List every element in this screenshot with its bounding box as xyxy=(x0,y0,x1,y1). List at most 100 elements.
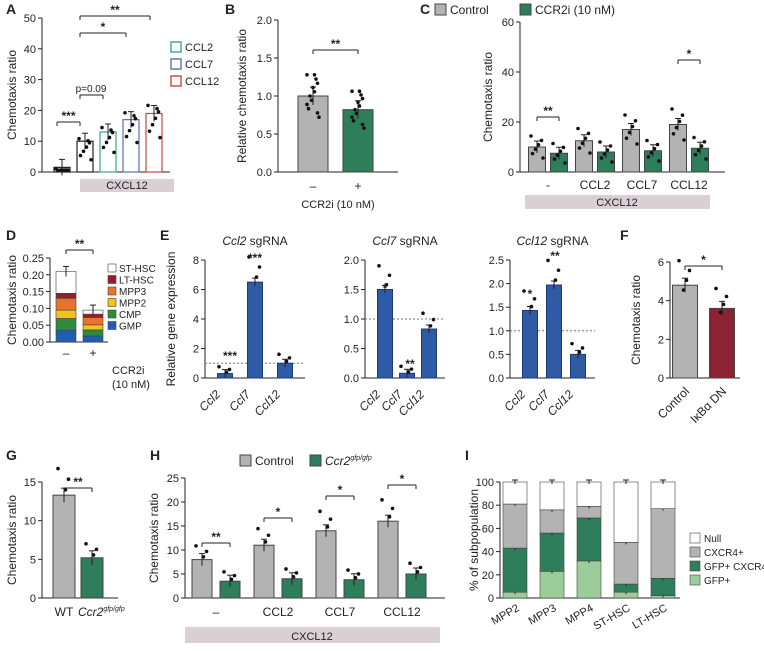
legend-swatch-GFP+ xyxy=(689,574,701,586)
bar-CCL12 xyxy=(145,112,163,173)
legend-label-CCL12: CCL12 xyxy=(185,76,219,88)
data-point xyxy=(287,356,292,360)
data-point xyxy=(318,509,322,514)
y-tick-label: 4 xyxy=(193,314,199,326)
y-tick-label: 30 xyxy=(24,75,36,87)
legend-swatch-ST-HSC xyxy=(107,263,117,273)
data-point xyxy=(577,146,582,150)
legend-swatch-CCL2 xyxy=(170,41,182,53)
legend-label-CCL2: CCL2 xyxy=(185,42,213,54)
data-point xyxy=(101,145,106,150)
data-point xyxy=(359,93,363,97)
legend-sup: gfp/gfp xyxy=(350,455,372,462)
data-point xyxy=(556,268,561,273)
band-label: CXCL12 xyxy=(106,180,148,192)
panel-letter-D: D xyxy=(6,227,16,243)
data-point xyxy=(580,346,585,350)
data-point xyxy=(84,541,88,546)
data-point xyxy=(652,146,657,151)
data-point xyxy=(399,364,403,369)
y-axis-label: Chemotaxis ratio xyxy=(147,493,161,583)
data-point xyxy=(353,107,357,112)
data-point xyxy=(315,111,320,115)
subplot-title-0: Ccl2 sgRNA xyxy=(222,234,287,248)
y-tick-label: 0.0 xyxy=(489,373,504,385)
y-axis-label: Relative chemotaxis ratio xyxy=(235,29,249,163)
x-tick-label: Ccl7 xyxy=(226,386,254,414)
data-point xyxy=(354,111,359,116)
y-tick-label: 0.10 xyxy=(23,303,44,315)
sig-e2-0: * xyxy=(528,287,533,301)
y-axis-label: Chemotaxis ratio xyxy=(629,275,643,365)
bar-Control xyxy=(377,520,399,599)
data-point xyxy=(124,134,129,139)
bar-Control xyxy=(622,129,640,173)
data-point xyxy=(133,116,138,121)
data-point xyxy=(677,119,682,124)
data-point xyxy=(132,113,136,118)
data-point xyxy=(649,151,654,155)
data-point xyxy=(418,565,423,570)
data-point xyxy=(257,265,262,269)
y-axis-label: Relative gene expression xyxy=(164,252,178,387)
x-axis-label-2: (10 nM) xyxy=(112,379,150,391)
data-point xyxy=(317,115,321,119)
data-point xyxy=(552,157,557,161)
data-point xyxy=(153,116,158,121)
x-tick-label: CCL7 xyxy=(627,178,658,192)
legend-main: Ccr2 xyxy=(325,454,351,468)
x-tick-label: – xyxy=(310,179,317,193)
data-point xyxy=(696,148,701,153)
data-point xyxy=(277,352,281,357)
x-tick-label: CCL2 xyxy=(580,178,611,192)
title-gene: Ccl12 xyxy=(516,234,547,248)
data-point xyxy=(558,149,563,154)
legend-swatch-LT-HSC xyxy=(107,275,117,284)
band-label: CXCL12 xyxy=(291,631,333,643)
data-point xyxy=(284,567,288,571)
data-point xyxy=(409,367,414,371)
x-tick-label: MPP2 xyxy=(490,602,522,627)
data-point xyxy=(107,135,112,140)
subplot-title-2: Ccl12 sgRNA xyxy=(516,234,588,248)
stack-Null xyxy=(502,481,528,505)
data-point xyxy=(58,168,63,172)
sig-h1-label: ** xyxy=(211,530,221,544)
data-point xyxy=(599,156,604,160)
data-point xyxy=(702,140,707,144)
bar-Control xyxy=(669,124,687,173)
data-point xyxy=(155,106,159,111)
x-axis-label: CCR2i (10 nM) xyxy=(301,199,374,211)
data-point xyxy=(693,152,698,157)
data-point xyxy=(657,159,661,163)
y-tick-label: 100 xyxy=(476,477,494,489)
y-tick-label: 1.0 xyxy=(344,314,359,326)
y-tick-label: 2 xyxy=(658,334,664,346)
y-tick-label: 4 xyxy=(658,296,664,308)
y-tick-label: 1.0 xyxy=(489,326,504,338)
x-tick-label: CCL12 xyxy=(383,605,421,619)
stack-GFP+ xyxy=(576,560,602,599)
stack-GMP xyxy=(55,329,77,343)
panel-letter-A: A xyxy=(6,1,16,17)
x-axis-label: CCR2i xyxy=(112,365,144,377)
y-tick-label: 0.5 xyxy=(344,344,359,356)
data-point xyxy=(328,517,333,521)
title-gene: Ccl2 xyxy=(222,234,246,248)
data-point xyxy=(312,89,317,94)
data-point xyxy=(325,525,330,529)
data-point xyxy=(351,118,356,123)
data-point xyxy=(229,577,234,582)
y-tick-label: 10 xyxy=(24,516,36,528)
data-point xyxy=(539,138,544,143)
y-tick-label: 8 xyxy=(193,255,199,267)
y-tick-label: 1.5 xyxy=(257,53,272,65)
sig-h2-label: * xyxy=(276,505,281,519)
y-tick-label: 0.25 xyxy=(23,253,44,265)
stack-Null xyxy=(539,481,565,511)
y-tick-label: 2 xyxy=(193,344,199,356)
bar-+ xyxy=(342,109,374,173)
stack-GMP xyxy=(82,335,104,343)
data-point xyxy=(227,367,232,372)
x-tick-label: LT-HSC xyxy=(630,602,669,632)
